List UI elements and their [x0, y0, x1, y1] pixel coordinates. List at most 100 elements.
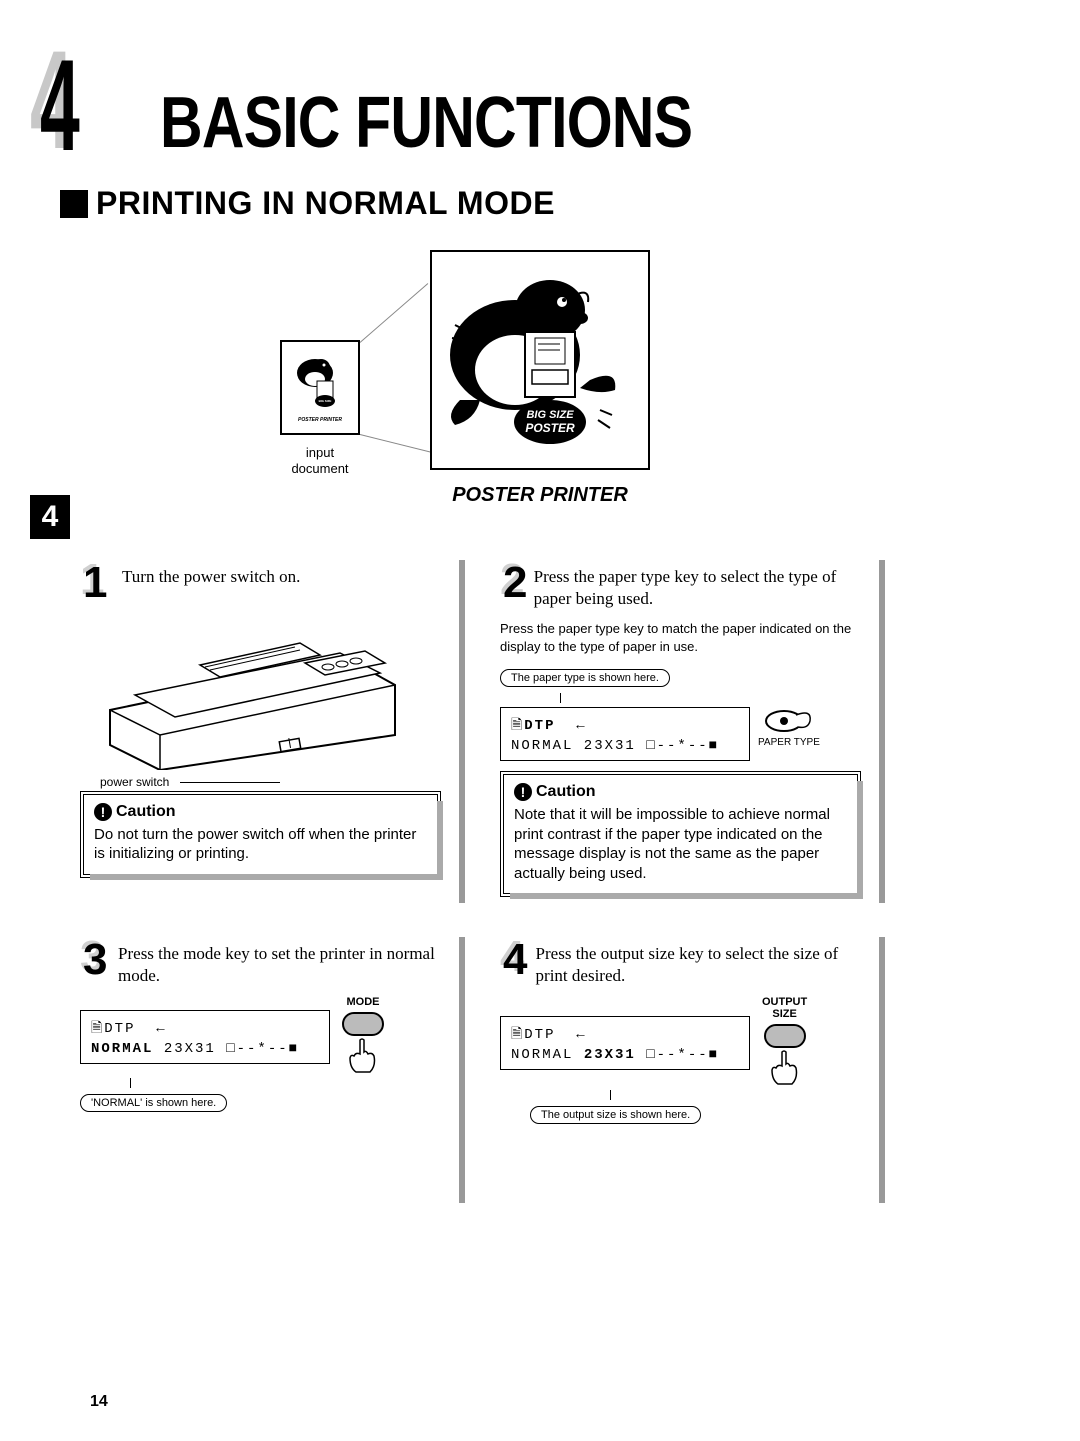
hand-pointer-icon — [768, 1050, 802, 1088]
step-text: Press the output size key to select the … — [536, 937, 861, 987]
step-number: 3 — [80, 937, 112, 977]
printer-illustration-icon — [80, 610, 410, 770]
poster-printer-label: POSTER PRINTER — [430, 484, 650, 507]
lcd-and-key: 🗎DTP ← NORMAL 23X31 □--*--■ OUTPUT SIZE — [500, 997, 861, 1087]
step-divider-shadow — [459, 937, 465, 1203]
poster-printer-small-label: POSTER PRINTER — [298, 417, 342, 423]
lcd-and-key: 🗎DTP ← NORMAL 23X31 □--*--■ PAPER TYPE — [500, 707, 861, 761]
lcd-line-1: 🗎DTP ← — [511, 1023, 739, 1047]
lcd-line-1: 🗎DTP ← — [511, 714, 739, 738]
caution-icon: ! — [514, 783, 532, 801]
mode-key-button[interactable] — [342, 1012, 384, 1036]
step-body: 🗎DTP ← NORMAL 23X31 □--*--■ OUTPUT SIZE … — [500, 997, 861, 1137]
chapter-number: 4 — [40, 50, 80, 161]
lcd-normal: NORMAL — [91, 1041, 153, 1057]
step-head: 2 Press the paper type key to select the… — [500, 560, 861, 610]
step-text: Turn the power switch on. — [122, 560, 300, 588]
chapter-title: BASIC FUNCTIONS — [160, 82, 692, 164]
caution-text: Do not turn the power switch off when th… — [94, 825, 427, 864]
step-row: 1 Turn the power switch on. — [80, 560, 900, 897]
step-divider-shadow — [459, 560, 465, 903]
caution-text: Note that it will be impossible to achie… — [514, 805, 847, 883]
callout-leader — [560, 693, 561, 703]
caution-box: ! Caution Do not turn the power switch o… — [80, 791, 441, 878]
step-head: 1 Turn the power switch on. — [80, 560, 441, 600]
chapter-header: 4 4 BASIC FUNCTIONS — [30, 40, 809, 160]
step-1: 1 Turn the power switch on. — [80, 560, 460, 897]
step-body: 🗎DTP ← NORMAL 23X31 □--*--■ MODE 'NORMAL… — [80, 997, 441, 1137]
mode-key-group: MODE — [342, 997, 384, 1076]
power-switch-leader-line — [180, 782, 280, 783]
input-document-box: BIG SIZE POSTER PRINTER — [280, 340, 360, 435]
caution-shadow — [437, 801, 443, 880]
callout-tip: The output size is shown here. — [530, 1106, 701, 1124]
side-tab: 4 — [30, 495, 70, 539]
section-header: PRINTING IN NORMAL MODE — [60, 185, 555, 222]
lcd-display: 🗎DTP ← NORMAL 23X31 □--*--■ — [80, 1010, 330, 1064]
step-head: 3 Press the mode key to set the printer … — [80, 937, 441, 987]
caution-shadow — [857, 781, 863, 899]
caution-icon: ! — [94, 803, 112, 821]
lcd-dtp: DTP ← — [524, 718, 586, 734]
lcd-rest: 23X31 □--*--■ — [153, 1041, 299, 1057]
caution-title: ! Caution — [514, 783, 847, 801]
svg-text:POSTER: POSTER — [525, 421, 575, 435]
step-number: 4 — [500, 937, 530, 977]
lcd-dtp: DTP ← — [104, 1021, 166, 1037]
mode-key-label: MODE — [347, 997, 380, 1009]
output-size-key-button[interactable] — [764, 1024, 806, 1048]
step-subtext: Press the paper type key to match the pa… — [500, 620, 861, 655]
output-size-key-label: OUTPUT SIZE — [762, 997, 807, 1020]
step-body: power switch ! Caution Do not turn the p… — [80, 610, 441, 878]
lcd-line-1: 🗎DTP ← — [91, 1017, 319, 1041]
callout-tip: 'NORMAL' is shown here. — [80, 1094, 227, 1112]
power-switch-label: power switch — [100, 775, 169, 789]
lcd-size: 23X31 — [584, 1047, 636, 1063]
step-2: 2 Press the paper type key to select the… — [500, 560, 880, 897]
section-bullet — [60, 190, 88, 218]
lcd-line-2: NORMAL 23X31 □--*--■ — [511, 1047, 739, 1063]
callout-tip: The paper type is shown here. — [500, 669, 670, 687]
input-document-label: input document — [255, 445, 385, 476]
lcd-normal: NORMAL — [511, 1047, 584, 1063]
step-3: 3 Press the mode key to set the printer … — [80, 937, 460, 1197]
lcd-rest: □--*--■ — [636, 1047, 719, 1063]
svg-text:BIG SIZE: BIG SIZE — [318, 399, 331, 403]
step-divider-shadow — [879, 937, 885, 1203]
lcd-display: 🗎DTP ← NORMAL 23X31 □--*--■ — [500, 707, 750, 761]
step-body: Press the paper type key to match the pa… — [500, 620, 861, 897]
callout-leader — [610, 1090, 611, 1100]
caution-shadow — [90, 874, 443, 880]
caution-shadow — [510, 893, 863, 899]
lcd-display: 🗎DTP ← NORMAL 23X31 □--*--■ — [500, 1016, 750, 1070]
section-title: PRINTING IN NORMAL MODE — [96, 185, 555, 222]
steps-grid: 1 Turn the power switch on. — [80, 560, 900, 1237]
step-row: 3 Press the mode key to set the printer … — [80, 937, 900, 1197]
page-number: 14 — [90, 1393, 108, 1411]
lcd-dtp: DTP ← — [524, 1027, 586, 1043]
caution-box: ! Caution Note that it will be impossibl… — [500, 771, 861, 897]
caution-title: ! Caution — [94, 803, 427, 821]
paper-type-key-group: PAPER TYPE — [758, 707, 820, 748]
step-4: 4 Press the output size key to select th… — [500, 937, 880, 1197]
step-number: 2 — [500, 560, 528, 600]
step-head: 4 Press the output size key to select th… — [500, 937, 861, 987]
caution-label: Caution — [536, 783, 596, 801]
output-size-key-group: OUTPUT SIZE — [762, 997, 807, 1087]
hand-press-icon — [764, 707, 814, 735]
step-text: Press the paper type key to select the t… — [534, 560, 861, 610]
lcd-line-2: NORMAL 23X31 □--*--■ — [511, 738, 739, 754]
lcd-and-key: 🗎DTP ← NORMAL 23X31 □--*--■ MODE — [80, 997, 441, 1076]
paper-type-key-label: PAPER TYPE — [758, 737, 820, 748]
chapter-number-box: 4 4 — [30, 40, 140, 160]
output-poster-box: BIG SIZE POSTER — [430, 250, 650, 470]
svg-text:BIG SIZE: BIG SIZE — [526, 409, 574, 421]
seal-mascot-large-icon: BIG SIZE POSTER — [440, 260, 640, 460]
callout-leader — [130, 1078, 131, 1088]
step-number: 1 — [80, 560, 116, 600]
enlarge-guide-line — [360, 283, 429, 343]
caution-label: Caution — [116, 803, 176, 821]
lcd-line-2: NORMAL 23X31 □--*--■ — [91, 1041, 319, 1057]
step-text: Press the mode key to set the printer in… — [118, 937, 441, 987]
step-divider-shadow — [879, 560, 885, 903]
